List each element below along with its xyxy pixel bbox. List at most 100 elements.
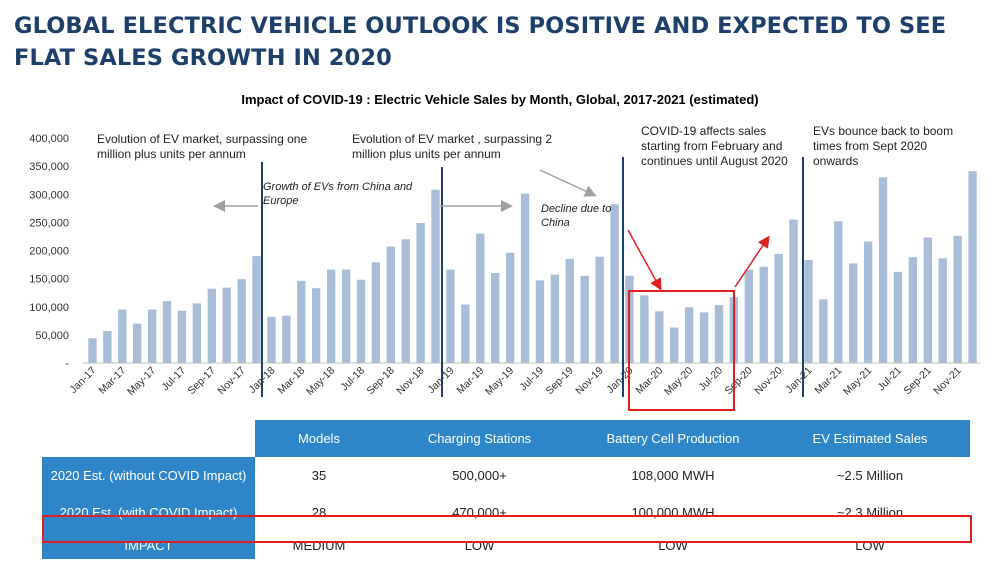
x-tick-label: Jul-21 [875,365,904,394]
bar [446,269,455,363]
table-cell: 100,000 MWH [631,505,715,520]
x-tick-label: Jul-20 [696,365,725,394]
bar [789,219,798,363]
table-header-corner [42,420,255,457]
bar-series [88,171,977,363]
x-tick-label: Sep-18 [364,365,397,398]
y-tick-label: 200,000 [29,246,69,258]
slide-headline: GLOBAL ELECTRIC VEHICLE OUTLOOK IS POSIT… [14,13,947,71]
bar [326,269,336,363]
y-tick-label: 400,000 [29,133,69,145]
impact-row: IMPACT MEDIUM LOW LOW LOW [42,531,970,559]
y-tick-label: 350,000 [29,161,69,173]
bar [356,279,366,363]
annotation-decline-china: Decline due to China [541,203,612,229]
bar [819,299,828,363]
y-tick-label: 250,000 [29,217,69,229]
bar [774,253,783,363]
table-row: 2020 Est. (with COVID Impact) 28 470,000… [42,494,970,531]
annotation-evolution-1m: Evolution of EV market, surpassing one m… [97,132,308,161]
bar [595,256,604,363]
x-tick-label: Jul-19 [517,365,546,394]
impact-cell: LOW [464,537,495,553]
bar [505,252,515,363]
bar [640,295,649,363]
annotation-bounce-back: EVs bounce back to boom times from Sept … [813,124,954,168]
chart-overlays [213,157,804,411]
bar [133,323,142,363]
bar [580,275,589,363]
impact-cell: LOW [855,537,885,553]
annotation-evolution-2m: Evolution of EV market , surpassing 2 mi… [352,132,553,161]
bar [714,305,724,363]
annotation-covid-impact: COVID-19 affects sales starting from Feb… [641,124,788,168]
row-label-impact: IMPACT [42,531,255,559]
bar [908,257,918,363]
y-tick-label: 50,000 [35,330,69,342]
bar [371,262,381,363]
bar [834,221,843,363]
bar [386,246,395,363]
bar [550,274,560,363]
x-tick-label: Jul-18 [338,365,367,394]
x-tick-label: Sep-17 [185,365,218,398]
bar [147,309,157,363]
annotation-growth-china-europe: Growth of EVs from China and Europe [263,181,413,207]
bar [401,239,410,363]
x-tick-label: May-18 [304,365,337,398]
bar [893,271,903,363]
table-header-cell: Charging Stations [383,420,576,457]
bar [804,260,813,363]
row-label: 2020 Est. (without COVID Impact) [42,457,255,494]
x-tick-label: Jul-17 [159,365,188,394]
impact-cell: LOW [658,537,688,553]
bar [938,258,947,363]
x-tick-label: Mar-19 [454,365,486,397]
bar [177,310,187,363]
x-tick-label: Nov-19 [573,365,606,398]
chart-title: Impact of COVID-19 : Electric Vehicle Sa… [241,92,759,107]
table-row: 2020 Est. (without COVID Impact) 35 500,… [42,457,970,494]
x-tick-label: May-20 [662,365,695,398]
table-cell: 35 [311,468,327,483]
bar [849,263,858,363]
bar [416,222,425,363]
y-tick-label: 150,000 [29,274,69,286]
bar [684,307,694,363]
y-tick-label: - [65,358,69,370]
x-tick-label: Nov-17 [215,365,248,398]
bar [461,304,470,363]
bar [699,312,709,363]
bar [759,266,768,363]
y-tick-label: 100,000 [29,302,69,314]
table-header-row: Models Charging Stations Battery Cell Pr… [42,420,970,457]
x-tick-label: Mar-17 [96,365,128,397]
bar [341,269,351,363]
bar [312,288,321,363]
x-tick-label: Sep-19 [543,365,576,398]
table-cell: 108,000 MWH [631,468,715,483]
bar [162,301,172,363]
bar [744,269,753,363]
table-cell: 500,000+ [452,468,507,483]
table-cell: ~2.5 Million [836,468,904,483]
bar [923,237,932,363]
bar [878,177,888,363]
ev-sales-bar-chart: - 50,000 100,000 150,000 200,000 250,000 300,0… [29,133,980,411]
bar [431,189,440,363]
bar [565,258,574,363]
x-tick-label: Jan-17 [67,365,98,396]
bar [88,338,97,363]
bar [968,171,977,363]
bar [118,309,127,363]
bar [282,315,291,363]
bar [252,256,261,363]
x-tick-label: Nov-18 [394,365,427,398]
x-tick-label: Mar-20 [633,365,665,397]
covid-highlight-box [628,290,735,411]
bar [237,279,246,363]
y-tick-label: 300,000 [29,189,69,201]
bar [655,311,664,363]
arrow-covid-red [627,229,662,291]
x-tick-label: Jan-21 [783,365,814,396]
